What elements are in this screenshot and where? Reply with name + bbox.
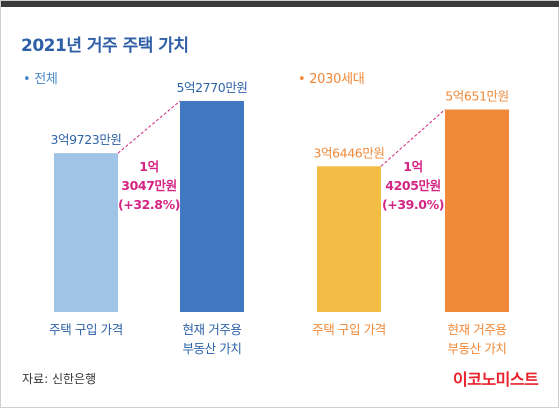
all-bar-current [180, 101, 244, 312]
all-bar-purchase [54, 153, 118, 312]
all-category-label: 부동산 가치 [182, 341, 241, 356]
gen-value-label-purchase: 3억6446만원 [313, 145, 384, 160]
all-diff-label: 1억 [139, 159, 158, 174]
chart-title: 2021년 거주 주택 가치 [21, 36, 189, 56]
gen-category-label: 부동산 가치 [447, 341, 506, 356]
brand-logo: 이코노미스트 [453, 370, 539, 389]
all-category-label: 현재 거주용 [182, 322, 241, 337]
gen-category-label: 주택 구입 가격 [312, 322, 386, 337]
all-category-label: 주택 구입 가격 [49, 322, 123, 337]
all-diff-label: (+32.8%) [118, 197, 180, 212]
gen-category-label: 현재 거주용 [447, 322, 506, 337]
gen-diff-label: (+39.0%) [382, 197, 444, 212]
all-diff-label: 3047만원 [121, 178, 176, 193]
gen-bar-current [445, 109, 509, 313]
gen-diff-connector [380, 109, 446, 167]
section-label-2030: • 2030세대 [298, 72, 365, 87]
all-value-label-purchase: 3억9723만원 [50, 132, 121, 147]
gen-bar-purchase [317, 166, 381, 312]
gen-diff-label: 4205만원 [385, 178, 440, 193]
top-bar [1, 1, 559, 7]
section-label-all: • 전체 [23, 72, 58, 87]
source-note: 자료: 신한은행 [22, 372, 97, 386]
gen-diff-label: 1억 [403, 159, 422, 174]
all-diff-connector [117, 100, 181, 154]
gen-value-label-current: 5억651만원 [445, 88, 509, 103]
all-value-label-current: 5억2770만원 [176, 80, 247, 95]
